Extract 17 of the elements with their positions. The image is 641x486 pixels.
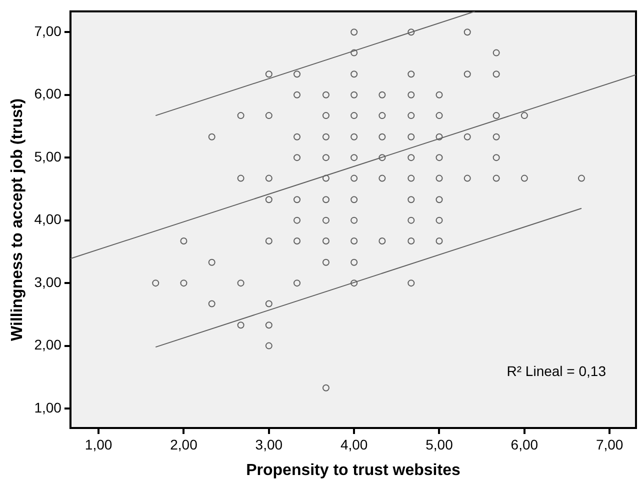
y-tick-label: 5,00 <box>34 148 62 164</box>
x-tick-label: 2,00 <box>170 436 198 452</box>
annotation: R² Lineal = 0,13 <box>506 363 606 379</box>
x-tick-label: 5,00 <box>426 436 454 452</box>
y-tick-label: 1,00 <box>34 399 62 416</box>
x-axis-title: Propensity to trust websites <box>246 462 460 479</box>
x-tick-label: 7,00 <box>596 436 624 452</box>
y-axis-title: Willingness to accept job (trust) <box>9 98 26 341</box>
x-tick-label: 6,00 <box>510 436 538 452</box>
y-tick-label: 6,00 <box>34 86 62 102</box>
x-tick-label: 3,00 <box>255 436 283 452</box>
y-tick-label: 7,00 <box>34 22 62 39</box>
y-tick-label: 2,00 <box>34 336 62 353</box>
x-tick-label: 4,00 <box>340 436 368 452</box>
y-tick-label: 3,00 <box>34 274 62 290</box>
y-tick-label: 4,00 <box>34 211 62 228</box>
x-tick-label: 1,00 <box>84 436 112 452</box>
